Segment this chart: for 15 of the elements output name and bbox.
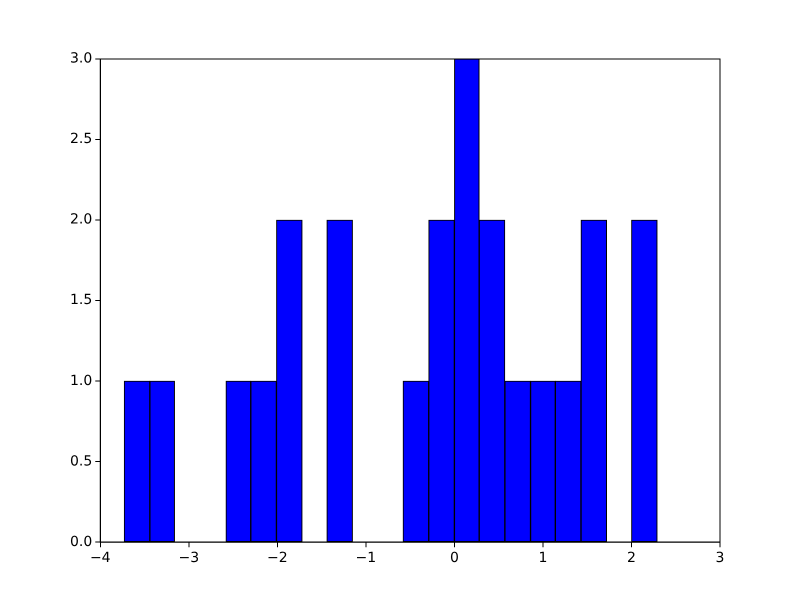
- x-tick-label: −3: [178, 550, 200, 566]
- y-tick-label: 3.0: [70, 50, 92, 67]
- x-tick-label: −2: [267, 550, 288, 566]
- y-tick-label: 2.5: [70, 131, 92, 148]
- y-tick-label: 1.5: [70, 292, 92, 308]
- x-tick-label: 0: [450, 550, 459, 566]
- x-tick-label: 1: [538, 550, 548, 566]
- x-tick-label: −4: [90, 550, 111, 566]
- x-tick-label: −1: [356, 550, 376, 566]
- x-tick-label: 3: [716, 550, 724, 566]
- y-tick-label: 0.0: [70, 534, 92, 550]
- y-tick-label: 2.0: [70, 212, 92, 228]
- x-tick-label: 2: [627, 550, 636, 566]
- y-tick-label: 0.5: [70, 453, 92, 470]
- y-tick-label: 1.0: [70, 372, 92, 389]
